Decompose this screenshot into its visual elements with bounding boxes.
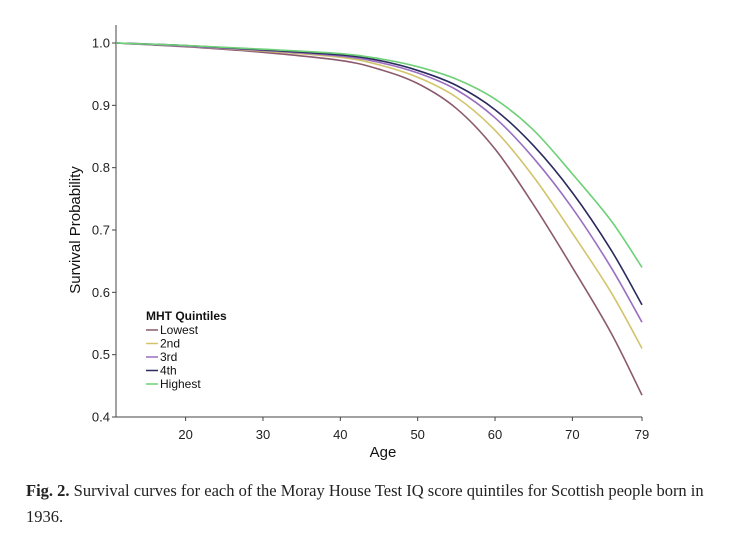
x-tick-label: 60 — [488, 427, 502, 442]
y-axis-title: Survival Probability — [67, 166, 84, 294]
series-line-highest — [115, 42, 643, 268]
legend-label: Highest — [160, 377, 201, 391]
caption-text: Survival curves for each of the Moray Ho… — [26, 481, 704, 526]
legend-label: 3rd — [160, 350, 177, 364]
series-lines — [115, 42, 643, 396]
legend-label: 4th — [160, 364, 177, 378]
y-tick-label: 0.5 — [92, 347, 110, 362]
x-tick-label: 30 — [256, 427, 270, 442]
y-tick-label: 0.9 — [92, 98, 110, 113]
y-tick-label: 0.7 — [92, 223, 110, 238]
axes — [115, 25, 642, 418]
figure-caption: Fig. 2. Survival curves for each of the … — [26, 478, 716, 530]
x-tick-label: 70 — [565, 427, 579, 442]
legend-label: 2nd — [160, 337, 180, 351]
x-ticks: 20 30 40 50 60 70 79 — [178, 417, 649, 442]
x-tick-label: 79 — [635, 427, 649, 442]
x-tick-label: 40 — [333, 427, 347, 442]
y-ticks: 0.4 0.5 0.6 0.7 0.8 0.9 1.0 — [92, 36, 116, 425]
survival-chart: 0.4 0.5 0.6 0.7 0.8 0.9 1.0 20 30 40 50 60 70 79 Sur… — [67, 25, 649, 461]
series-line-3rd — [115, 42, 643, 323]
series-line-lowest — [115, 42, 643, 396]
caption-label: Fig. 2. — [26, 481, 70, 500]
series-line-4th — [115, 42, 643, 306]
y-tick-label: 0.6 — [92, 285, 110, 300]
x-tick-label: 20 — [178, 427, 192, 442]
x-axis-title: Age — [370, 444, 397, 461]
legend-label: Lowest — [160, 323, 199, 337]
y-tick-label: 1.0 — [92, 36, 110, 51]
x-tick-label: 50 — [410, 427, 424, 442]
legend-title: MHT Quintiles — [146, 309, 227, 323]
y-tick-label: 0.4 — [92, 410, 110, 425]
y-tick-label: 0.8 — [92, 160, 110, 175]
